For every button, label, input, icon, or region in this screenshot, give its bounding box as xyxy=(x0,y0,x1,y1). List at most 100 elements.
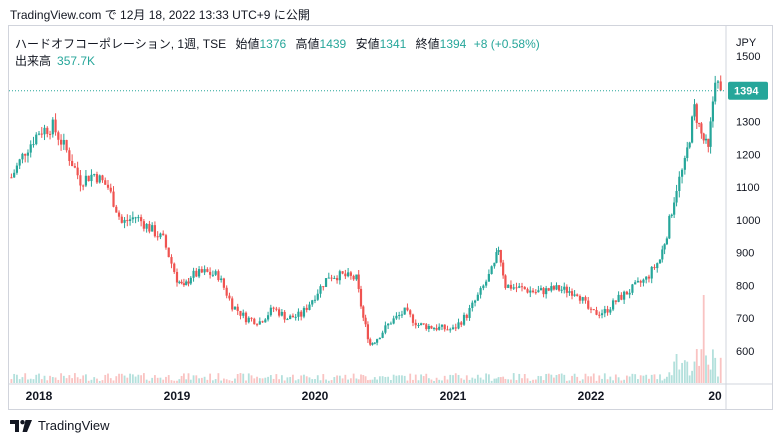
candle-body xyxy=(359,288,363,307)
candle-body xyxy=(35,134,38,145)
volume-bar xyxy=(403,375,406,383)
candle-body xyxy=(131,217,134,220)
volume-bar xyxy=(443,375,446,383)
candle-body xyxy=(305,307,308,310)
y-tick-label: 1500 xyxy=(736,51,760,63)
candle-body xyxy=(51,119,54,135)
candle-body xyxy=(209,271,212,275)
candle-body xyxy=(101,175,104,181)
y-tick-label: 1100 xyxy=(736,182,760,194)
volume-bar xyxy=(446,379,449,383)
volume-bar xyxy=(203,376,206,383)
candle-body xyxy=(236,306,239,311)
volume-bar xyxy=(314,379,316,383)
candle-body xyxy=(145,223,148,229)
volume-bar xyxy=(29,378,32,383)
volume-bar xyxy=(523,374,526,383)
low-value: 1341 xyxy=(379,37,407,51)
volume-bar xyxy=(648,378,650,383)
volume-bar xyxy=(275,374,278,383)
candle-body xyxy=(142,221,145,229)
candle-body xyxy=(258,321,261,325)
candle-body xyxy=(595,310,598,315)
footer-brand[interactable]: TradingView xyxy=(38,418,110,433)
candle-body xyxy=(395,315,398,319)
volume-bar xyxy=(592,373,595,383)
volume-bar xyxy=(369,379,372,383)
candle-body xyxy=(330,277,333,279)
volume-bar xyxy=(609,376,612,383)
candle-body xyxy=(600,313,604,316)
candle-body xyxy=(702,133,705,141)
candle-body xyxy=(40,133,43,135)
candle-body xyxy=(247,317,250,323)
candle-body xyxy=(159,233,162,238)
volume-bar xyxy=(129,373,131,383)
volume-label: 出来高 xyxy=(15,54,52,68)
candle-body xyxy=(673,202,676,215)
volume-bar xyxy=(634,374,637,383)
volume-bar xyxy=(474,378,476,383)
symbol-name[interactable]: ハードオフコーポレーション, 1週, TSE xyxy=(15,37,227,51)
volume-bar xyxy=(479,377,482,383)
footer: TradingView xyxy=(10,418,110,433)
candle-body xyxy=(261,321,264,323)
volume-bar xyxy=(653,374,656,383)
volume-bar xyxy=(13,373,16,383)
volume-bar xyxy=(401,375,403,383)
candle-body xyxy=(693,104,696,117)
volume-bar xyxy=(420,374,422,383)
volume-bar xyxy=(192,375,195,383)
tradingview-logo-icon[interactable] xyxy=(10,419,32,432)
volume-bar xyxy=(678,369,681,383)
x-tick-label: 2021 xyxy=(440,389,467,403)
volume-bar xyxy=(695,349,698,383)
candle-body xyxy=(555,285,558,290)
candle-body xyxy=(239,310,242,316)
volume-bar xyxy=(499,377,502,383)
candle-body xyxy=(457,322,460,329)
ohlc-legend: ハードオフコーポレーション, 1週, TSE 始値1376 高値1439 安値1… xyxy=(15,35,540,52)
volume-bar xyxy=(18,379,21,383)
volume-bar xyxy=(603,373,606,383)
candle-body xyxy=(178,281,181,283)
volume-bar xyxy=(362,374,365,383)
volume-bar xyxy=(463,379,465,383)
volume-bar xyxy=(673,361,676,383)
volume-bar xyxy=(707,364,710,383)
volume-bar xyxy=(49,375,51,383)
volume-bar xyxy=(65,378,68,383)
candle-body xyxy=(54,119,57,133)
volume-bar xyxy=(200,377,203,383)
candle-body xyxy=(686,147,689,158)
candle-body xyxy=(653,266,656,269)
candle-body xyxy=(264,319,267,323)
volume-bar xyxy=(601,378,603,383)
candle-body xyxy=(231,298,234,310)
volume-bar xyxy=(438,379,441,383)
candle-body xyxy=(623,291,626,300)
candle-body xyxy=(291,315,295,318)
candle-body xyxy=(384,325,387,333)
candle-body xyxy=(568,291,571,293)
volume-bar xyxy=(595,380,598,383)
volume-bar xyxy=(571,375,573,383)
candle-body xyxy=(242,312,245,316)
candle-body xyxy=(526,289,529,293)
volume-bar xyxy=(454,373,457,383)
volume-bar xyxy=(675,354,678,383)
price-chart[interactable]: JPY1500140013001200110010009008007006002… xyxy=(9,26,772,409)
volume-bar xyxy=(245,380,247,383)
volume-bar xyxy=(587,376,590,383)
candle-body xyxy=(65,139,68,151)
volume-bar xyxy=(308,377,311,383)
volume-bar xyxy=(123,375,126,383)
candle-body xyxy=(389,323,392,325)
volume-bar xyxy=(700,349,703,383)
volume-bar xyxy=(71,378,74,383)
candle-body xyxy=(289,315,292,320)
volume-bar xyxy=(512,373,515,383)
candle-body xyxy=(278,309,281,316)
volume-bar xyxy=(376,379,378,383)
candle-body xyxy=(716,81,720,83)
